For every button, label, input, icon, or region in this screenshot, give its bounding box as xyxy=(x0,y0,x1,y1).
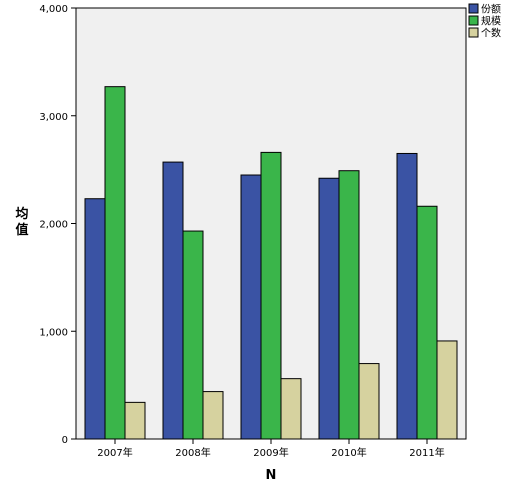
y-tick-label: 4,000 xyxy=(39,4,68,15)
legend-label: 个数 xyxy=(481,27,501,40)
y-tick-label: 2,000 xyxy=(39,220,68,231)
y-axis: 0 1,000 2,000 3,000 4,000 xyxy=(39,4,76,446)
legend-swatch xyxy=(468,3,479,14)
bar xyxy=(182,230,204,440)
legend-label: 规模 xyxy=(481,15,501,28)
legend-swatch xyxy=(468,27,479,38)
bar xyxy=(124,401,146,440)
legend-label: 份额 xyxy=(481,3,501,16)
bar xyxy=(162,161,184,440)
bar xyxy=(396,152,418,440)
bar xyxy=(318,177,340,440)
bar xyxy=(436,340,458,440)
x-tick-label: 2009年 xyxy=(253,446,288,459)
y-tick-label: 1,000 xyxy=(39,327,68,338)
y-axis-title: 均值 xyxy=(15,206,28,238)
x-axis: 2007年 2008年 2009年 2010年 2011年 xyxy=(97,439,445,459)
bar xyxy=(260,151,282,440)
legend-swatch xyxy=(468,15,479,26)
bar xyxy=(358,363,380,440)
x-tick-label: 2010年 xyxy=(331,446,366,459)
x-tick-label: 2011年 xyxy=(409,446,444,459)
y-tick-label: 0 xyxy=(62,435,68,446)
bars xyxy=(84,86,458,440)
bar xyxy=(84,198,106,440)
bar xyxy=(240,174,262,440)
y-tick-label: 3,000 xyxy=(39,112,68,123)
bar xyxy=(338,170,360,440)
bar xyxy=(104,86,126,440)
bar xyxy=(416,205,438,440)
x-tick-label: 2008年 xyxy=(175,446,210,459)
bar xyxy=(202,391,224,440)
x-tick-label: 2007年 xyxy=(97,446,132,459)
bar xyxy=(280,378,302,440)
x-axis-title: N xyxy=(266,468,277,483)
